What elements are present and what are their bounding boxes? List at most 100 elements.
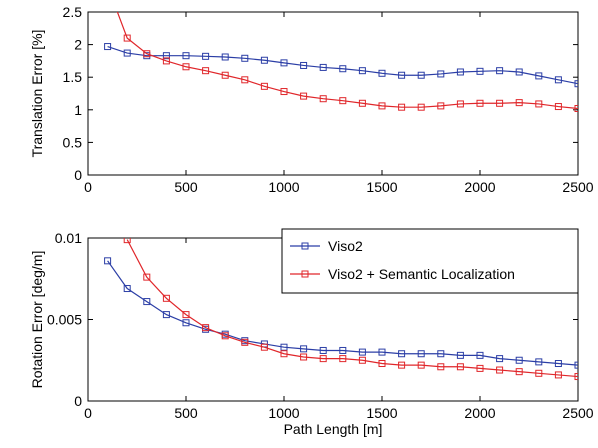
- series-2-point: [280, 88, 288, 96]
- series-2-point: [202, 67, 210, 75]
- series-1-point: [123, 285, 131, 293]
- chart-panel-1: 0 500 1000 1500 2000 2500 0 0.5 1 1.5 2 2.5 Translat…: [29, 4, 594, 195]
- series-1-point: [202, 52, 210, 60]
- series-2-point: [123, 238, 131, 244]
- x-tick-label: 1000: [268, 405, 299, 421]
- series-2-point: [515, 99, 523, 107]
- series-2-point: [202, 324, 210, 332]
- y-tick-label: 1.5: [63, 69, 83, 85]
- series-2-point: [319, 95, 327, 103]
- x-tick-label: 2500: [562, 405, 593, 421]
- series-1-point: [280, 343, 288, 351]
- series-1-point: [574, 80, 578, 88]
- x-tick-label: 1500: [366, 179, 397, 195]
- series-2-point: [300, 92, 308, 100]
- series-2-point: [535, 369, 543, 377]
- series-1-point: [162, 52, 170, 60]
- series-2-point: [260, 82, 268, 90]
- series-2-point: [123, 34, 131, 42]
- plot-frame: [87, 11, 579, 176]
- series-2-point: [182, 311, 190, 319]
- series-1-point: [378, 348, 386, 356]
- x-tick-label: 500: [174, 179, 198, 195]
- y-tick-label: 2: [74, 37, 82, 53]
- series-1-point: [476, 351, 484, 359]
- series-2-point: [554, 371, 562, 379]
- x-tick-label: 2000: [464, 405, 495, 421]
- y-tick-label: 0: [74, 393, 82, 409]
- series-2-point: [437, 102, 445, 110]
- series-1-point: [162, 311, 170, 319]
- series-2-point: [378, 102, 386, 110]
- series-2-point: [339, 355, 347, 363]
- series-2-point: [378, 360, 386, 368]
- series-1-point: [398, 350, 406, 358]
- x-tick-label: 500: [174, 405, 198, 421]
- y-tick-label: 0: [74, 167, 82, 183]
- y-tick-label: 1: [74, 102, 82, 118]
- series-1-point: [437, 350, 445, 358]
- series-2-point: [319, 355, 327, 363]
- series-1-point: [339, 65, 347, 73]
- legend-marker: [301, 270, 309, 278]
- y-tick-label: 2.5: [63, 4, 83, 20]
- x-tick-label: 1500: [366, 405, 397, 421]
- series-2-point: [241, 76, 249, 84]
- series-2-point: [398, 103, 406, 111]
- series-1-point: [339, 346, 347, 354]
- series-1-point: [319, 346, 327, 354]
- series-2-point: [496, 99, 504, 107]
- series-2-point: [162, 57, 170, 65]
- series-2-point: [339, 97, 347, 105]
- series-1-point: [143, 298, 151, 306]
- series-2-point: [476, 364, 484, 372]
- legend-label: Viso2: [328, 238, 363, 254]
- series-1-point: [554, 76, 562, 84]
- series-line-2: [116, 12, 578, 110]
- series-2-point: [280, 350, 288, 358]
- legend-box: [281, 228, 579, 294]
- series-2-point: [417, 103, 425, 111]
- series-2-point: [221, 332, 229, 340]
- x-axis-label: Path Length [m]: [284, 421, 383, 437]
- series-1-point: [182, 319, 190, 327]
- series-1-point: [241, 54, 249, 62]
- y-tick-label: 0.005: [47, 312, 82, 328]
- x-tick-label: 2000: [464, 179, 495, 195]
- series-2-point: [182, 63, 190, 71]
- series-2-point: [143, 273, 151, 281]
- legend: Viso2 Viso2 + Semantic Localization: [281, 228, 579, 294]
- series-1-point: [417, 71, 425, 79]
- plot-area: [104, 12, 578, 112]
- x-tick-label: 0: [84, 405, 92, 421]
- series-1-point: [300, 345, 308, 353]
- series-1-point: [437, 70, 445, 78]
- series-2-point: [358, 99, 366, 107]
- series-1-point: [319, 63, 327, 71]
- series-2-point: [456, 363, 464, 371]
- series-1-point: [300, 61, 308, 69]
- series-2-point: [535, 100, 543, 108]
- series-2-point: [437, 363, 445, 371]
- series-2-point: [476, 99, 484, 107]
- series-1-point: [496, 67, 504, 75]
- series-2-point: [221, 71, 229, 79]
- series-2-point: [515, 368, 523, 376]
- series-1-point: [515, 68, 523, 76]
- series-2-point: [417, 361, 425, 369]
- series-1-point: [535, 358, 543, 366]
- series-2-point: [554, 103, 562, 111]
- chart-panel-2: 0 500 1000 1500 2000 2500 0 0.005 0.01 Rotation E…: [29, 228, 594, 437]
- series-1-point: [417, 350, 425, 358]
- series-2-point: [456, 100, 464, 108]
- series-1-point: [104, 43, 112, 51]
- series-1-point: [496, 355, 504, 363]
- series-1-point: [378, 69, 386, 77]
- series-2-point: [574, 104, 578, 112]
- series-1-point: [456, 68, 464, 76]
- y-axis-label: Translation Error [%]: [29, 30, 45, 158]
- series-1-point: [182, 52, 190, 60]
- series-1-point: [221, 53, 229, 61]
- series-1-point: [476, 67, 484, 75]
